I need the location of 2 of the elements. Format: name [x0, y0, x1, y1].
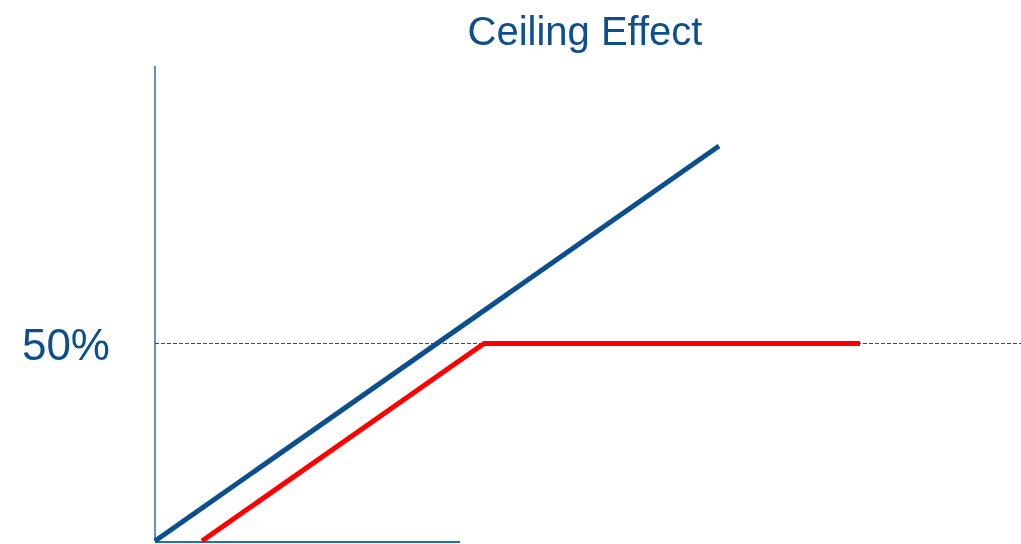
chart-title: Ceiling Effect: [467, 9, 703, 53]
ref-line-label: 50%: [21, 319, 110, 369]
